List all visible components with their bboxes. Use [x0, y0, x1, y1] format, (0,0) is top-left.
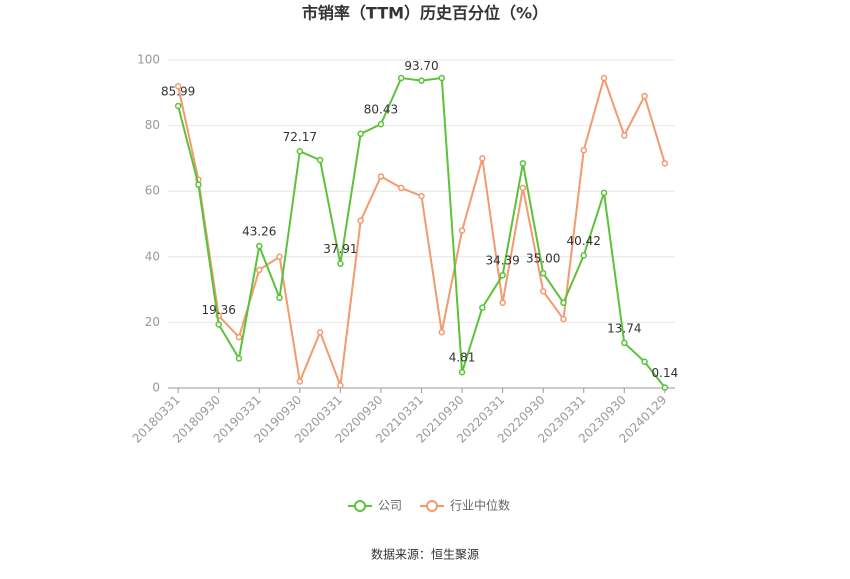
- data-point: [519, 160, 527, 167]
- data-point: [174, 102, 182, 110]
- data-label: 40.42: [567, 234, 601, 248]
- data-point: [539, 287, 547, 295]
- data-point: [621, 339, 628, 347]
- y-tick-label: 20: [145, 315, 160, 329]
- data-point: [397, 74, 405, 82]
- data-point: [397, 184, 405, 192]
- data-point: [458, 227, 466, 234]
- data-point: [296, 378, 304, 385]
- data-point: [438, 328, 446, 336]
- data-point: [316, 328, 324, 336]
- data-point: [641, 358, 648, 366]
- data-point: [235, 333, 243, 341]
- data-point: [215, 321, 222, 328]
- data-point: [316, 156, 324, 164]
- data-label: 93.70: [404, 59, 438, 73]
- legend-marker: [426, 500, 439, 512]
- data-label: 72.17: [283, 130, 317, 144]
- data-point: [377, 173, 385, 180]
- data-point: [276, 294, 283, 302]
- data-point: [519, 184, 527, 192]
- data-label: 19.36: [202, 303, 236, 317]
- data-point: [256, 266, 263, 274]
- data-point: [499, 299, 506, 306]
- data-point: [337, 382, 344, 389]
- data-point: [479, 155, 486, 162]
- data-point: [438, 74, 446, 82]
- data-point: [499, 271, 506, 279]
- y-tick-label: 100: [137, 53, 160, 67]
- data-label: 13.74: [607, 321, 641, 335]
- legend-marker: [354, 500, 366, 512]
- data-point: [377, 120, 385, 128]
- data-label: 0.14: [652, 366, 679, 380]
- y-tick-label: 80: [145, 118, 160, 132]
- data-point: [560, 315, 567, 323]
- y-tick-label: 60: [145, 184, 160, 198]
- data-point: [580, 252, 587, 259]
- data-point: [621, 132, 628, 139]
- data-point: [256, 242, 263, 250]
- data-point: [357, 130, 364, 138]
- data-point: [600, 189, 608, 197]
- data-point: [479, 304, 486, 311]
- data-point: [418, 77, 425, 84]
- data-point: [357, 217, 364, 224]
- chart-title: 市销率（TTM）历史百分位（%）: [302, 4, 548, 23]
- data-point: [276, 253, 283, 261]
- data-point: [195, 181, 202, 188]
- data-point: [661, 384, 669, 391]
- data-label: 85.99: [161, 84, 195, 98]
- data-label: 34.39: [485, 254, 519, 268]
- legend-label: 公司: [378, 499, 402, 513]
- legend-label: 行业中位数: [450, 498, 510, 513]
- data-point: [560, 299, 567, 306]
- data-point: [235, 355, 243, 362]
- data-point: [641, 92, 648, 100]
- data-label: 80.43: [364, 103, 398, 117]
- data-point: [337, 260, 344, 267]
- data-point: [600, 74, 608, 82]
- data-label: 4.81: [449, 351, 476, 365]
- data-point: [174, 82, 182, 90]
- data-point: [580, 146, 587, 154]
- data-label: 35.00: [526, 252, 560, 266]
- data-label: 43.26: [242, 225, 276, 239]
- data-point: [539, 269, 547, 277]
- data-point: [296, 148, 304, 155]
- data-label: 37.91: [323, 242, 357, 256]
- y-tick-label: 40: [145, 249, 160, 263]
- data-point: [458, 368, 466, 376]
- y-tick-label: 0: [152, 381, 160, 395]
- data-point: [661, 160, 669, 167]
- source: 数据来源：恒生聚源: [371, 547, 479, 562]
- data-point: [418, 192, 425, 200]
